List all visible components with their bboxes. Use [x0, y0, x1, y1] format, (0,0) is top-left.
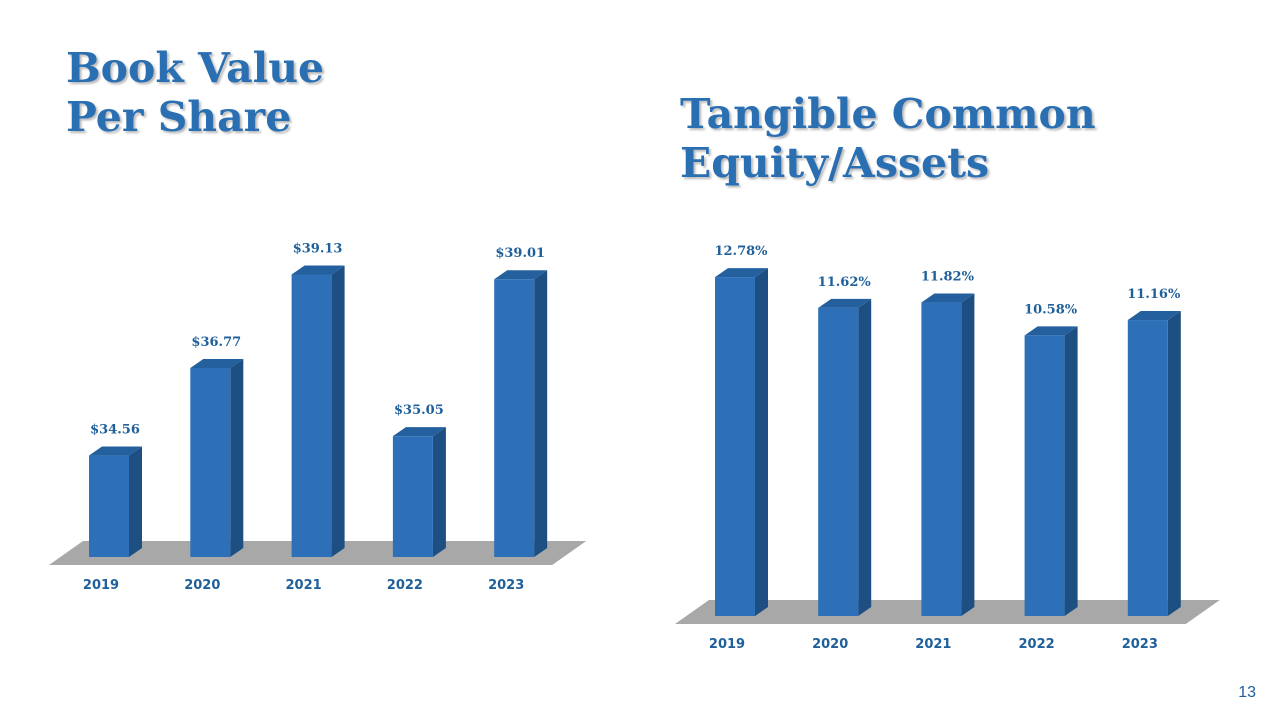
bvps-category-label: 2019 [83, 578, 119, 593]
tce-data-label: 11.16% [1127, 287, 1181, 302]
title-line: Per Share [66, 93, 292, 142]
bvps-bar-side [432, 427, 446, 557]
tce-bar [818, 307, 859, 616]
bvps-category-label: 2022 [387, 578, 423, 593]
tce-category-label: 2022 [1019, 637, 1055, 652]
bvps-bar [392, 436, 433, 557]
tce-data-label: 12.78% [714, 244, 768, 259]
page-number: 13 [1238, 684, 1256, 701]
title-line: Book Value [66, 44, 325, 92]
bvps-category-label: 2021 [286, 578, 322, 593]
tce-category-label: 2023 [1122, 637, 1158, 652]
bvps-bar-side [129, 446, 142, 557]
tce-bar-side [961, 293, 975, 616]
bvps-category-label: 2023 [488, 578, 524, 593]
bvps-bar-top [494, 270, 548, 280]
bvps-bar-side [331, 265, 345, 557]
bvps-data-label: $39.01 [495, 246, 545, 261]
tce-bar-side [755, 268, 768, 616]
bvps-bar-top [291, 265, 345, 275]
tce-bar-top [921, 293, 975, 303]
tce-bar-side [858, 298, 872, 616]
bvps-bar-top [190, 358, 244, 368]
tce-bar-top [715, 268, 768, 278]
bvps-bar-top [392, 427, 446, 437]
bvps-bar [89, 455, 129, 557]
bvps-bar-top [89, 446, 142, 456]
tce-bar-top [818, 298, 872, 308]
tce-bar [1024, 335, 1065, 616]
tce-data-label: 11.82% [921, 270, 975, 285]
bvps-data-label: $39.13 [293, 241, 343, 256]
title-line: Tangible Common [680, 90, 1096, 138]
tce-bar-side [1167, 311, 1181, 616]
tce-category-label: 2020 [812, 637, 848, 652]
title-line: Equity/Assets [680, 139, 990, 188]
tce-category-label: 2021 [915, 637, 951, 652]
bvps-bar-side [230, 358, 244, 557]
tce-bar-top [1024, 326, 1078, 336]
bvps-category-label: 2020 [184, 578, 220, 593]
bvps-data-label: $35.05 [394, 403, 444, 418]
tce-data-label: 11.62% [818, 275, 872, 290]
bvps-bar-side [534, 270, 548, 557]
tce-bar-top [1127, 311, 1181, 321]
bvps-data-label: $36.77 [191, 335, 241, 350]
tce-bar [715, 277, 755, 616]
bvps-bar [190, 367, 231, 557]
tce-category-label: 2019 [709, 637, 745, 652]
bvps-bar [291, 274, 332, 557]
chart-title-book-value: Book Value Per Share [66, 44, 324, 142]
bvps-data-label: $34.56 [90, 423, 140, 438]
tce-bar [1127, 320, 1168, 616]
tce-bar [921, 302, 962, 616]
chart-title-tangible-equity: Tangible Common Equity/Assets [680, 90, 1096, 188]
bvps-bar [494, 279, 535, 557]
tce-data-label: 10.58% [1024, 302, 1078, 317]
tce-bar-side [1064, 326, 1078, 616]
